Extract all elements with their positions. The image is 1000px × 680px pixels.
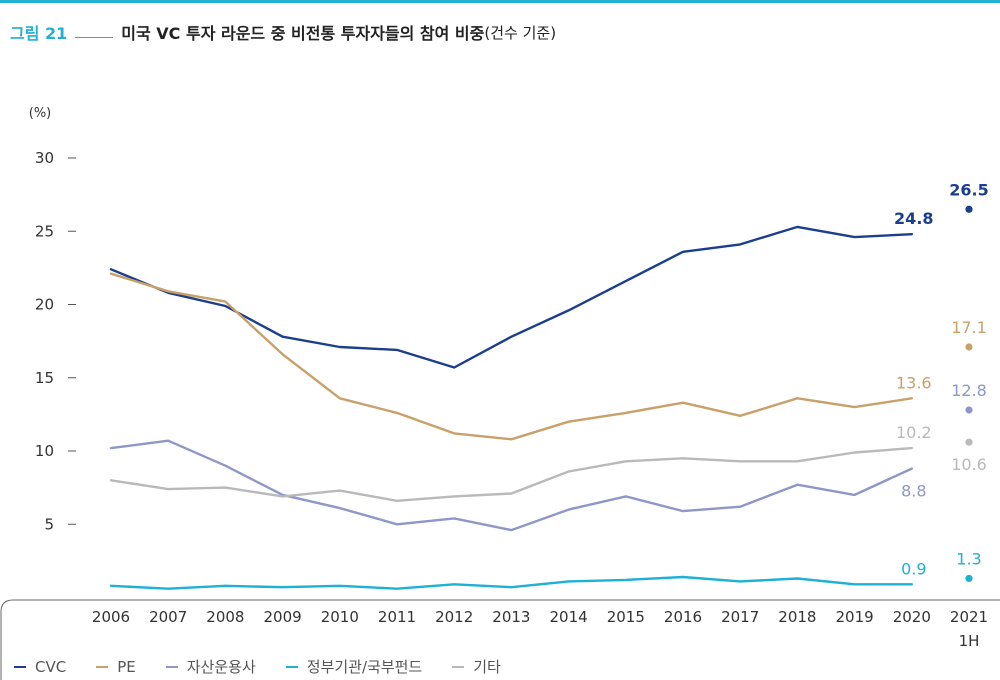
legend-item-3: 정부기관/국부펀드 [285, 656, 423, 677]
x-tick-label: 2009 [264, 608, 302, 626]
legend-label: 기타 [473, 658, 501, 676]
figure-number: 그림 21 [10, 24, 68, 43]
legend-swatch [14, 665, 26, 668]
plot-frame [0, 599, 1000, 680]
h1-2021-label-4: 10.6 [951, 455, 987, 474]
x-tick-label: 2011 [378, 608, 416, 626]
last-value-label-3: 0.9 [901, 559, 926, 578]
plot-baseline [0, 599, 1000, 613]
last-value-label-4: 10.2 [896, 423, 932, 442]
x-tick-label: 2019 [836, 608, 874, 626]
chart-legend: CVC PE 자산운용사 정부기관/국부펀드 기타 [14, 656, 531, 677]
legend-swatch [96, 665, 109, 668]
legend-label: CVC [35, 657, 67, 676]
h1-2021-point-2 [965, 406, 973, 414]
y-axis: (%) 5 10 15 20 25 30 [29, 106, 76, 533]
x-tick-label: 2015 [607, 608, 645, 626]
series-line-2 [109, 439, 913, 532]
y-tick-label: 30 [35, 149, 54, 167]
legend-item-0: CVC [14, 658, 66, 676]
legend-swatch [452, 665, 465, 668]
y-tick-label: 15 [35, 369, 54, 387]
x-tick-label: 2017 [721, 608, 759, 626]
legend-label: PE [117, 657, 136, 676]
series-line-3 [109, 575, 913, 590]
legend-swatch [285, 665, 298, 668]
legend-item-2: 자산운용사 [165, 656, 256, 677]
h1-2021-label-0: 26.5 [949, 180, 988, 199]
x-tick-label: 2007 [149, 608, 187, 626]
figure-header: 그림 21 미국 VC 투자 라운드 중 비전통 투자자들의 참여 비중 (건수… [10, 20, 556, 44]
series-line-1 [109, 272, 913, 441]
figure-subtitle: (건수 기준) [484, 23, 557, 42]
x-tick-label: 2013 [492, 608, 530, 626]
top-accent-rule [0, 0, 1000, 3]
h1-2021-label-2: 12.8 [951, 381, 987, 400]
last-value-label-0: 24.8 [894, 209, 933, 228]
series-line-0 [109, 225, 913, 369]
x-tick-label-1h: 1H [959, 632, 980, 650]
figure-number-rule [75, 36, 114, 38]
x-tick-label: 2010 [321, 608, 359, 626]
x-tick-label: 2020 [893, 608, 931, 626]
h1-2021-point-0 [965, 205, 973, 213]
last-value-label-2: 8.8 [901, 482, 926, 501]
x-tick-label: 2014 [550, 608, 588, 626]
x-axis: 2006 2007 2008 2009 2010 2011 2012 2013 2014 2015… [92, 608, 988, 650]
legend-item-1: PE [96, 658, 136, 676]
legend-label: 자산운용사 [186, 658, 256, 676]
x-tick-label: 2018 [778, 608, 816, 626]
series-line-4 [109, 446, 913, 502]
figure-title: 미국 VC 투자 라운드 중 비전통 투자자들의 참여 비중 [121, 24, 485, 43]
h1-2021-point-4 [965, 438, 973, 446]
y-tick-label: 5 [44, 515, 54, 533]
y-tick-label: 25 [35, 222, 54, 240]
series-lines [109, 205, 973, 590]
h1-2021-point-1 [965, 343, 973, 351]
h1-2021-label-3: 1.3 [956, 549, 981, 568]
h1-2021-point-3 [965, 574, 973, 583]
last-value-label-1: 13.6 [896, 373, 932, 392]
data-labels: 24.8 26.5 13.6 17.1 8.8 12.8 0.9 1.3 10.2 10.6 [894, 180, 989, 578]
h1-2021-label-1: 17.1 [951, 318, 987, 337]
y-tick-label: 20 [35, 296, 54, 314]
legend-label: 정부기관/국부펀드 [306, 658, 423, 676]
y-tick-label: 10 [35, 442, 54, 460]
legend-swatch [165, 665, 178, 668]
x-tick-label: 2008 [206, 608, 244, 626]
x-tick-label: 2012 [435, 608, 473, 626]
y-axis-unit-label: (%) [29, 106, 52, 121]
legend-item-4: 기타 [452, 656, 501, 677]
x-tick-label-2021: 2021 [950, 608, 988, 626]
x-tick-label: 2016 [664, 608, 702, 626]
x-tick-label: 2006 [92, 608, 130, 626]
